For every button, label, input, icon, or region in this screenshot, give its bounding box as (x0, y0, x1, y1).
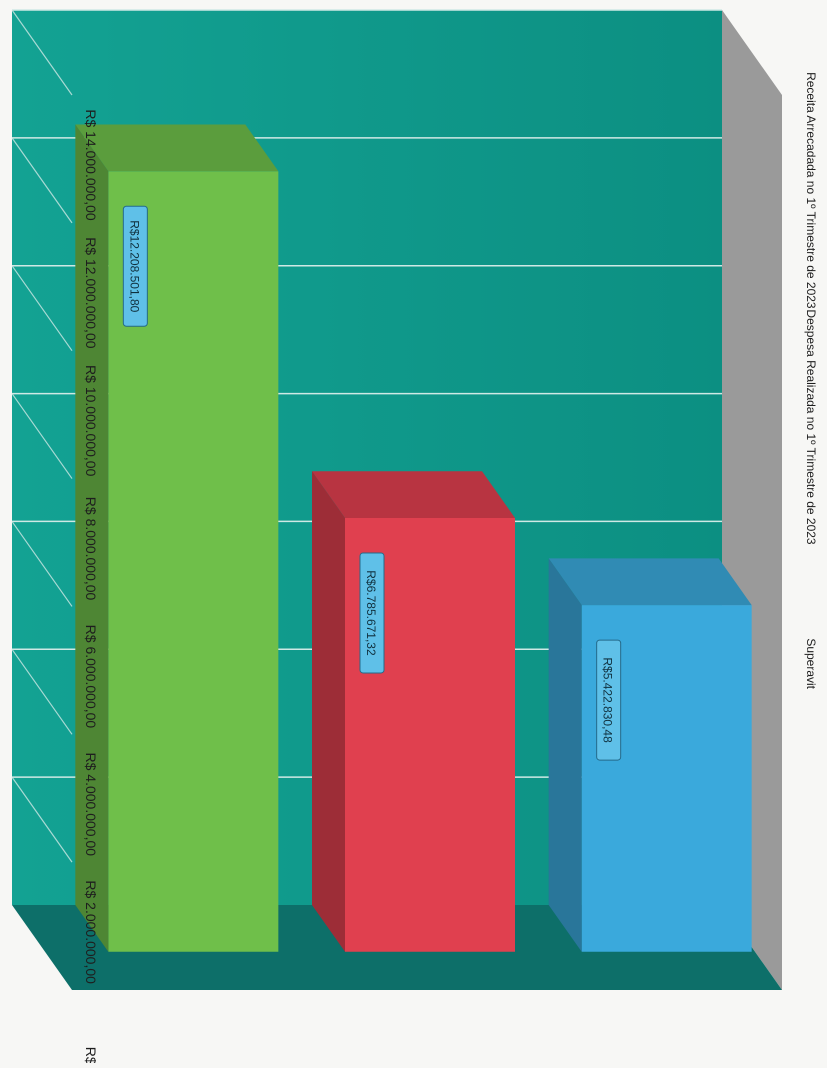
y-tick-label-text: R$ 14.000.000,00 (83, 109, 99, 221)
y-tick-label-text: R$ 8.000.000,00 (83, 497, 99, 601)
data-label: R$6.785.671,32 (359, 552, 385, 674)
gridline-side (11, 648, 73, 735)
category-label: Superavit (804, 638, 818, 689)
y-tick-label-text: R$ 10.000.000,00 (83, 365, 99, 477)
category-labels: Receita Arrecadada no 1º Trimestre de 20… (804, 72, 818, 690)
y-tick-label-text: R$ 12.000.000,00 (83, 237, 99, 349)
gridline-side (11, 521, 73, 607)
data-label: R$5.422.830,48 (596, 639, 622, 761)
y-tick-label-text: R$ - (83, 1047, 99, 1063)
y-tick-label-text: R$ 2.000.000,00 (83, 880, 99, 984)
bar-top (312, 471, 515, 518)
y-tick-label: R$ 4.000.000,00 (83, 753, 99, 857)
category-label: Receita Arrecadada no 1º Trimestre de 20… (804, 72, 818, 309)
category-label-text: Superavit (804, 638, 818, 689)
gridline-side (11, 776, 73, 863)
bar-side (548, 558, 582, 952)
bar-side (312, 471, 345, 952)
data-label-box (122, 205, 148, 327)
gridline-side (11, 393, 73, 479)
y-tick-label: R$ 2.000.000,00 (83, 880, 99, 984)
data-labels: R$12.208.501,80 R$6.785.671,32 R$5.422.830… (122, 205, 622, 761)
gridline-side (11, 9, 73, 96)
category-label-text: Receita Arrecadada no 1º Trimestre de 20… (804, 72, 818, 309)
y-tick-label: R$ 10.000.000,00 (83, 365, 99, 477)
category-label-text: Despesa Realizada no 1º Trimestre de 202… (804, 309, 818, 545)
data-label-text: R$5.422.830,48 (601, 657, 615, 743)
data-label-box (596, 639, 622, 761)
category-label: Despesa Realizada no 1º Trimestre de 202… (804, 309, 818, 545)
gridline-side (11, 137, 73, 224)
bars (75, 124, 752, 952)
gridline-side (11, 265, 73, 352)
y-tick-label: R$ 8.000.000,00 (83, 497, 99, 601)
y-tick-label: R$ - (83, 1047, 99, 1068)
y-tick-label: R$ 12.000.000,00 (83, 237, 99, 349)
y-tick-label: R$ 6.000.000,00 (83, 625, 99, 729)
y-axis-tick-labels: R$ - R$ 2.000.000,00 R$ 4.000.000,00 R$ 6.0… (83, 109, 99, 1068)
y-tick-label-text: R$ 4.000.000,00 (83, 753, 99, 857)
bar-side (75, 124, 109, 952)
data-label-box (359, 552, 385, 674)
y-tick-label: R$ 14.000.000,00 (83, 109, 99, 221)
bar-top (75, 124, 279, 172)
y-tick-label-text: R$ 6.000.000,00 (83, 625, 99, 729)
bar-top (548, 558, 752, 606)
data-label-text: R$12.208.501,80 (127, 220, 141, 312)
data-label: R$12.208.501,80 (122, 205, 148, 327)
data-label-text: R$6.785.671,32 (364, 570, 378, 656)
